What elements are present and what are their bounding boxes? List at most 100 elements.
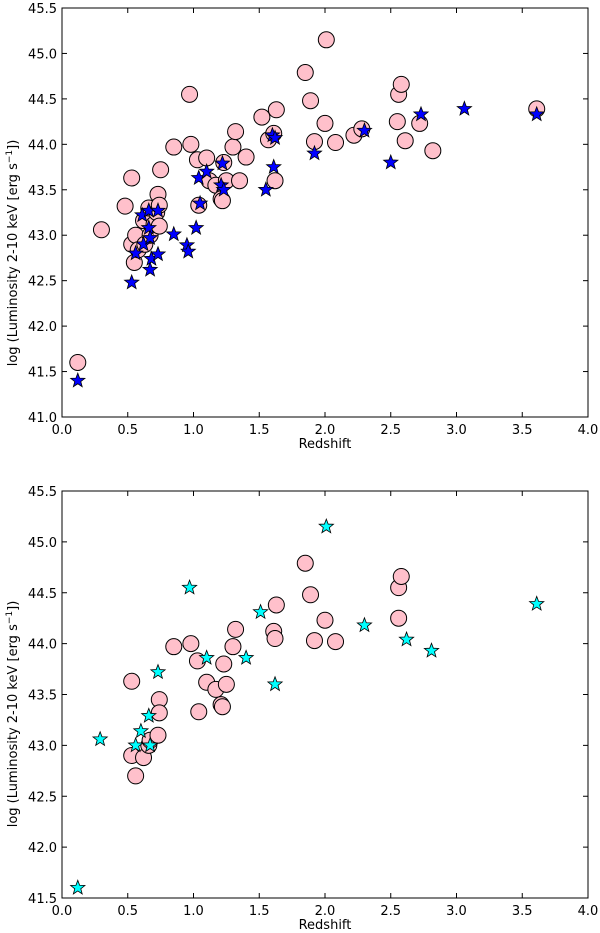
bottom-circle-point [224,638,242,656]
bottom-star-point [141,736,159,753]
top-star-point [257,181,275,197]
top-star-point [191,194,209,211]
top-star-point [528,105,545,122]
top-circle-point [316,114,334,132]
bottom-y-axis-label-sup: −1 [5,611,15,624]
top-x-axis-label: Redshift [299,437,352,452]
top-scatter-panel: log (Luminosity 2-10 keV [erg s−1]) Reds… [5,2,598,452]
bottom-star-point [198,649,215,665]
top-circle-point [181,85,199,103]
bottom-y-tick-label: 41.5 [28,892,57,907]
bottom-y-axis-label-end: ]) [6,601,21,611]
top-star-point [306,144,323,161]
bottom-x-tick-label: 0.5 [117,904,138,919]
bottom-star-point [127,736,144,753]
bottom-x-tick-label: 3.0 [446,904,467,919]
bottom-star-point [266,675,284,692]
bottom-circle-point [327,633,345,651]
top-circle-point [165,138,183,156]
top-star-point [412,105,430,122]
bottom-star-point [318,517,335,534]
top-x-tick-label: 0.0 [52,423,73,438]
top-y-tick-label: 42.5 [28,275,57,290]
bottom-circle-point [165,638,183,656]
bottom-star-point [140,707,158,723]
top-star-point [140,219,158,235]
top-star-point [180,242,197,259]
top-x-tick-label: 3.5 [512,423,533,438]
top-circle-point [123,169,141,187]
bottom-y-tick-label: 45.5 [28,485,57,500]
bottom-star-point [91,730,109,747]
bottom-star-point [237,649,255,665]
bottom-circle-point [305,632,323,650]
top-axes-frame [61,7,589,418]
top-circle-point [296,64,314,82]
bottom-circle-point [127,767,145,785]
bottom-y-tick-label: 42.0 [28,841,57,856]
bottom-star-point [356,616,373,633]
bottom-circle-point [217,675,235,693]
top-circle-point [227,123,245,141]
top-y-tick-label: 45.5 [28,2,57,17]
top-circle-point [327,134,345,152]
bottom-x-tick-label: 1.5 [249,904,270,919]
bottom-y-tick-label: 43.5 [28,689,57,704]
bottom-y-tick-label: 42.5 [28,790,57,805]
top-star-point [187,219,205,235]
top-circle-point [237,148,255,166]
bottom-star-point [398,630,415,647]
top-y-tick-label: 44.5 [28,93,57,108]
top-star-point [141,229,159,245]
bottom-x-tick-label: 3.5 [512,904,533,919]
top-star-point [198,162,215,179]
top-star-point [215,181,232,197]
bottom-y-tick-label: 44.5 [28,587,57,602]
bottom-y-axis-label: log (Luminosity 2-10 keV [erg s−1]) [5,601,21,828]
top-star-point [165,225,182,242]
top-circle-point [182,135,200,153]
bottom-star-point [132,722,150,739]
top-star-point [356,122,373,138]
bottom-x-tick-label: 4.0 [578,904,599,919]
bottom-circle-point [266,630,284,648]
top-x-tick-label: 1.5 [249,423,270,438]
top-y-tick-label: 43.0 [28,229,57,244]
top-circle-point [424,142,442,160]
top-circle-point [302,92,320,110]
top-y-tick-label: 41.0 [28,411,57,426]
bottom-plot-area [62,491,588,898]
top-y-tick-label: 43.5 [28,184,57,199]
top-star-point [214,154,231,171]
bottom-y-axis-label-main: log (Luminosity 2-10 keV [erg s [6,624,21,827]
top-star-point [123,273,140,290]
top-circle-point [317,31,335,49]
top-circle-point [69,353,87,371]
bottom-circle-point [150,704,168,722]
top-y-axis-label: log (Luminosity 2-10 keV [erg s−1]) [5,140,21,367]
bottom-x-tick-label: 1.0 [183,904,204,919]
bottom-circle-point [182,635,200,653]
bottom-x-tick-label: 0.0 [52,904,73,919]
bottom-circle-point [123,672,141,690]
top-circle-point [92,221,110,239]
bottom-star-point [423,642,440,658]
top-star-point [149,245,167,262]
bottom-y-tick-label: 44.0 [28,638,57,653]
bottom-circle-point [296,554,314,572]
top-circle-point [253,108,271,126]
top-star-point [141,261,159,277]
top-circle-point [392,75,410,93]
top-x-tick-label: 2.0 [315,423,336,438]
bottom-star-point [149,663,167,680]
bottom-x-tick-label: 2.0 [315,904,336,919]
bottom-star-point [69,879,86,895]
top-x-tick-label: 2.5 [380,423,401,438]
bottom-star-point [181,579,198,595]
top-x-tick-label: 1.0 [183,423,204,438]
bottom-y-tick-label: 45.0 [28,536,57,551]
top-star-point [265,158,282,175]
top-circle-point [231,172,249,190]
top-y-axis-label-main: log (Luminosity 2-10 keV [erg s [6,163,21,366]
top-y-tick-label: 41.5 [28,366,57,381]
